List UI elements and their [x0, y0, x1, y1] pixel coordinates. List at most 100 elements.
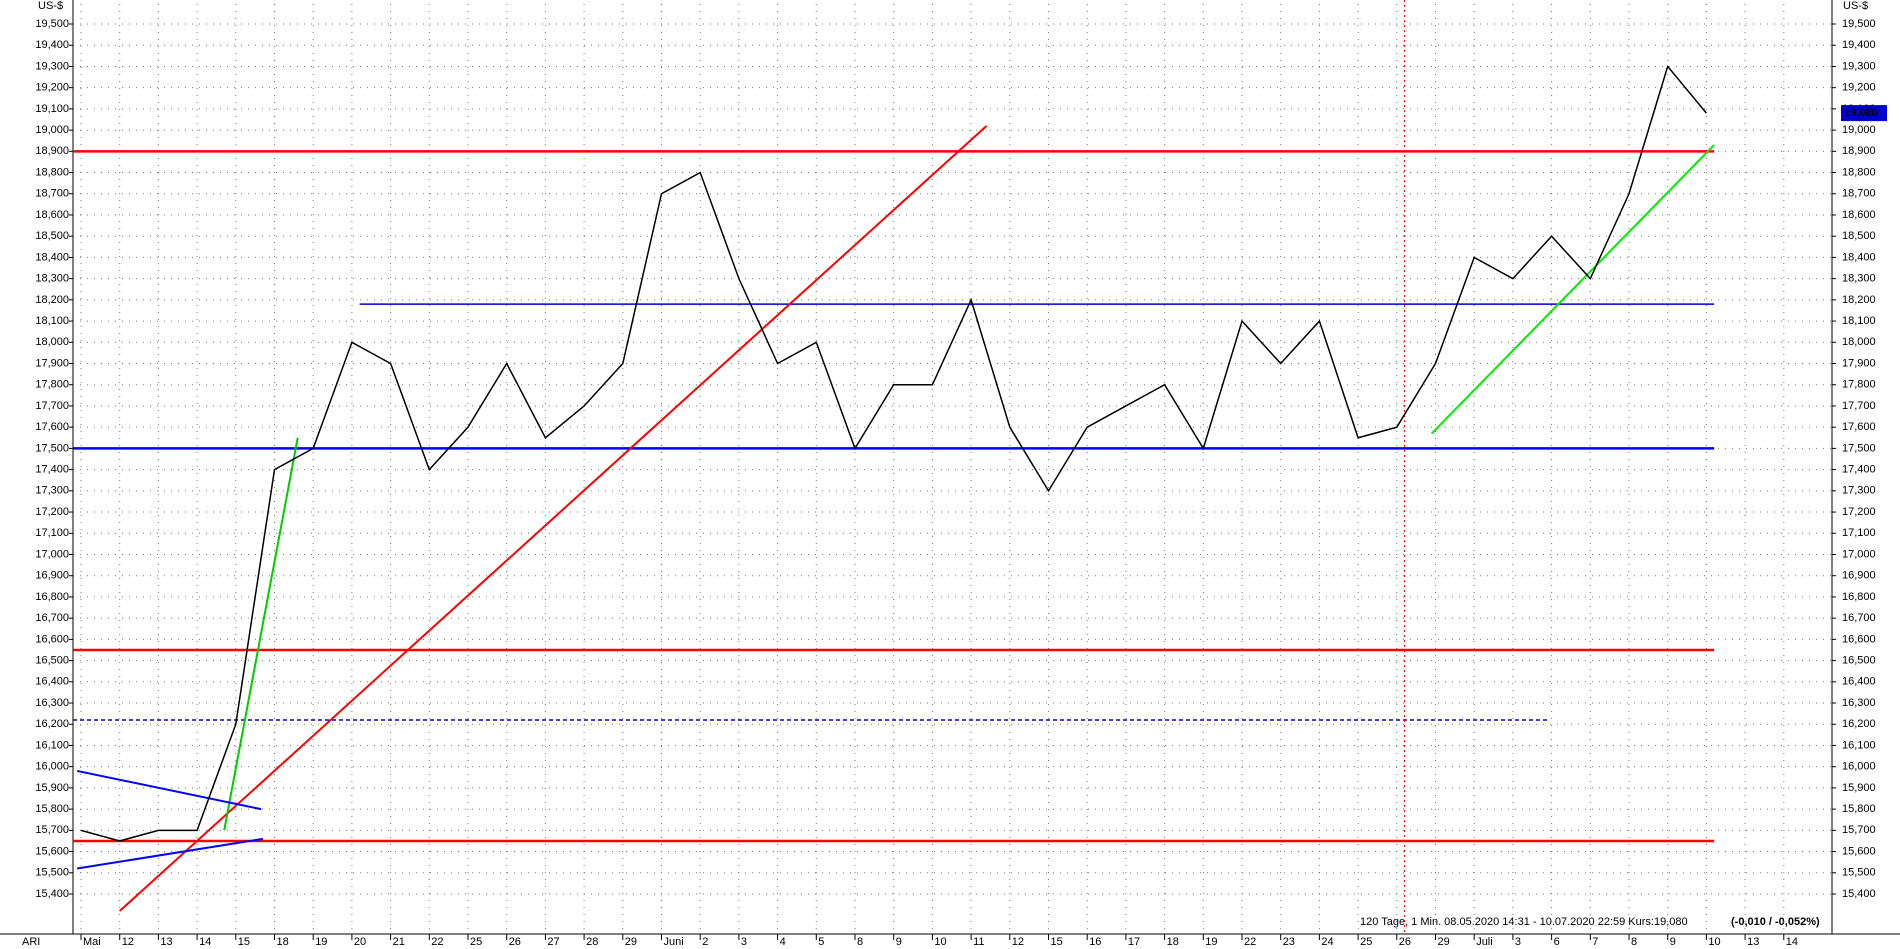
y-tick-label: 17,200 — [1842, 506, 1876, 518]
y-tick-label: 17,900 — [35, 357, 69, 369]
x-tick-label: Juni — [664, 936, 684, 948]
y-tick-label: 16,500 — [1842, 654, 1876, 666]
y-tick-label: 15,900 — [35, 782, 69, 794]
trend-line — [76, 837, 264, 870]
x-tick-label: 28 — [586, 936, 598, 948]
y-tick-label: 19,300 — [1842, 60, 1876, 72]
x-tick-label: 13 — [1747, 936, 1759, 948]
y-tick-label: 18,800 — [35, 166, 69, 178]
x-tick-label: 6 — [1554, 936, 1560, 948]
x-tick-label: 23 — [1283, 936, 1295, 948]
trend-line — [1430, 144, 1715, 435]
y-tick-label: 15,600 — [1842, 845, 1876, 857]
x-tick-label: 9 — [896, 936, 902, 948]
x-tick-label: 12 — [122, 936, 134, 948]
x-tick-label: 26 — [1399, 936, 1411, 948]
y-tick-label: 17,800 — [1842, 379, 1876, 391]
x-tick-label: 25 — [470, 936, 482, 948]
x-tick-label: 3 — [1515, 936, 1521, 948]
x-tick-label: 14 — [1786, 936, 1798, 948]
x-tick-label: 5 — [818, 936, 824, 948]
x-tick-label: 17 — [1128, 936, 1140, 948]
y-tick-label: 17,400 — [35, 464, 69, 476]
y-tick-label: 19,100 — [35, 103, 69, 115]
x-tick-label: 15 — [238, 936, 250, 948]
y-tick-label: 17,500 — [1842, 442, 1876, 454]
y-tick-label: 17,700 — [1842, 400, 1876, 412]
y-tick-label: 17,100 — [1842, 527, 1876, 539]
y-tick-label: 18,600 — [1842, 209, 1876, 221]
x-tick-label: 22 — [431, 936, 443, 948]
y-tick-label: 16,300 — [1842, 697, 1876, 709]
y-tick-label: 15,700 — [35, 824, 69, 836]
y-tick-label: 19,200 — [1842, 82, 1876, 94]
x-tick-label: Mai — [83, 936, 101, 948]
x-tick-label: 10 — [934, 936, 946, 948]
x-tick-label: 2 — [702, 936, 708, 948]
y-tick-label: 19,200 — [35, 82, 69, 94]
price-line — [80, 64, 1707, 842]
x-tick-label: 18 — [1167, 936, 1179, 948]
y-tick-label: 18,300 — [1842, 273, 1876, 285]
x-tick-label: 29 — [1438, 936, 1450, 948]
x-tick-label: 20 — [354, 936, 366, 948]
y-tick-label: 16,200 — [1842, 718, 1876, 730]
y-tick-label: 15,600 — [35, 845, 69, 857]
x-tick-label: 8 — [857, 936, 863, 948]
y-tick-label: 17,400 — [1842, 464, 1876, 476]
y-tick-label: 15,500 — [35, 867, 69, 879]
unit-label-left: US-$ — [38, 0, 63, 12]
y-tick-label: 18,500 — [35, 230, 69, 242]
y-tick-label: 17,000 — [35, 548, 69, 560]
x-tick-label: Juli — [1476, 936, 1493, 948]
y-tick-label: 15,700 — [1842, 824, 1876, 836]
y-tick-label: 18,000 — [1842, 336, 1876, 348]
x-tick-label: 26 — [509, 936, 521, 948]
y-tick-label: 17,200 — [35, 506, 69, 518]
y-tick-label: 18,100 — [35, 315, 69, 327]
y-tick-label: 17,300 — [35, 485, 69, 497]
y-tick-label: 19,300 — [35, 60, 69, 72]
y-tick-label: 19,000 — [1842, 124, 1876, 136]
corner-label: ARI — [22, 936, 40, 948]
y-tick-label: 17,300 — [1842, 485, 1876, 497]
y-tick-label: 15,400 — [35, 888, 69, 900]
y-tick-label: 19,500 — [35, 18, 69, 30]
y-tick-label: 18,400 — [35, 251, 69, 263]
x-tick-label: 11 — [973, 936, 984, 948]
x-tick-label: 19 — [1205, 936, 1217, 948]
y-tick-label: 19,400 — [1842, 39, 1876, 51]
y-tick-label: 16,600 — [1842, 633, 1876, 645]
x-tick-label: 4 — [780, 936, 786, 948]
x-tick-label: 8 — [1631, 936, 1637, 948]
x-tick-label: 14 — [199, 936, 211, 948]
y-tick-label: 18,200 — [1842, 294, 1876, 306]
y-tick-label: 16,500 — [35, 654, 69, 666]
y-tick-label: 18,200 — [35, 294, 69, 306]
x-tick-label: 25 — [1360, 936, 1372, 948]
y-tick-label: 19,400 — [35, 39, 69, 51]
last-value-box — [1841, 105, 1887, 122]
x-tick-label: 7 — [1592, 936, 1598, 948]
y-tick-label: 17,000 — [1842, 548, 1876, 560]
y-tick-label: 19,500 — [1842, 18, 1876, 30]
x-tick-label: 9 — [1670, 936, 1676, 948]
y-tick-label: 17,900 — [1842, 357, 1876, 369]
y-tick-label: 17,600 — [35, 421, 69, 433]
y-tick-label: 16,100 — [35, 739, 69, 751]
y-tick-label: 18,700 — [1842, 188, 1876, 200]
y-tick-label: 18,500 — [1842, 230, 1876, 242]
x-tick-label: 3 — [741, 936, 747, 948]
footer: 120 Tage, 1 Min. 08.05.2020 14:31 - 10.0… — [1360, 916, 1688, 928]
y-tick-label: 16,400 — [1842, 676, 1876, 688]
y-tick-label: 16,800 — [35, 591, 69, 603]
y-tick-label: 18,800 — [1842, 166, 1876, 178]
footer-change: (-0,010 / -0,052%) — [1731, 916, 1820, 928]
last-value-label: 19,080 — [1844, 107, 1878, 119]
x-tick-label: 19 — [315, 936, 327, 948]
y-tick-label: 16,300 — [35, 697, 69, 709]
y-tick-label: 16,700 — [1842, 612, 1876, 624]
y-tick-label: 18,400 — [1842, 251, 1876, 263]
y-tick-label: 16,000 — [35, 761, 69, 773]
y-tick-label: 18,300 — [35, 273, 69, 285]
